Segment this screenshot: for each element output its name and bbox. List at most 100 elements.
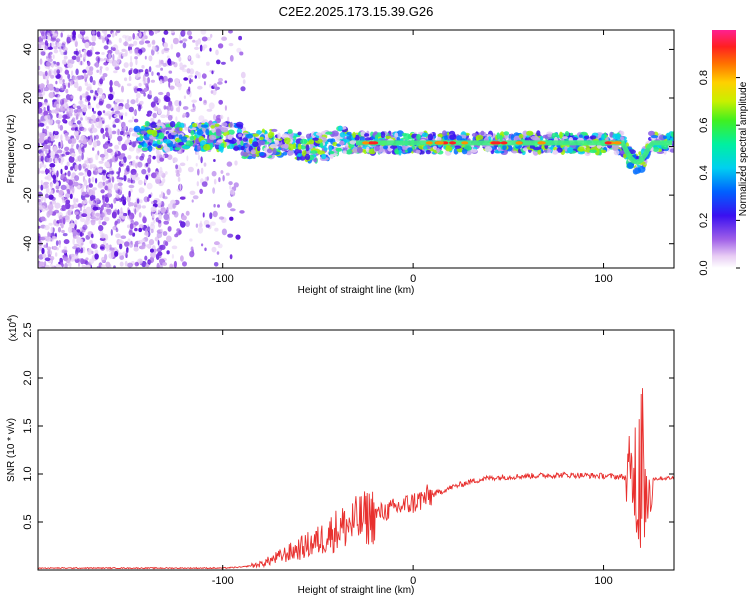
noise-dot bbox=[59, 124, 64, 131]
noise-dot bbox=[48, 54, 52, 60]
band-cell bbox=[152, 143, 160, 147]
noise-dot bbox=[55, 107, 60, 112]
noise-dot bbox=[111, 211, 117, 219]
noise-dot bbox=[95, 117, 100, 122]
band-cell bbox=[652, 146, 660, 152]
band-cell bbox=[394, 132, 399, 138]
noise-dot bbox=[67, 170, 71, 177]
noise-dot bbox=[85, 260, 89, 266]
band-cell bbox=[179, 127, 183, 131]
noise-dot bbox=[239, 210, 245, 214]
band-cell bbox=[536, 130, 541, 137]
noise-dot bbox=[171, 210, 177, 215]
noise-dot bbox=[104, 185, 109, 191]
noise-dot bbox=[68, 179, 73, 186]
noise-dot bbox=[220, 170, 224, 174]
noise-dot bbox=[55, 252, 58, 257]
band-cell bbox=[454, 145, 461, 149]
noise-dot bbox=[210, 90, 214, 94]
noise-dot bbox=[138, 239, 143, 245]
noise-dot bbox=[137, 161, 143, 168]
noise-dot bbox=[152, 213, 155, 219]
noise-dot bbox=[107, 188, 112, 195]
noise-dot bbox=[77, 155, 82, 162]
noise-dot bbox=[176, 169, 180, 175]
noise-dot bbox=[164, 96, 171, 102]
noise-dot bbox=[131, 173, 136, 181]
band-cell bbox=[552, 150, 559, 155]
noise-dot bbox=[159, 79, 163, 85]
noise-dot bbox=[58, 192, 63, 198]
noise-dot bbox=[119, 99, 125, 103]
band-cell bbox=[259, 152, 265, 156]
noise-dot bbox=[100, 205, 104, 211]
noise-dot bbox=[64, 165, 68, 170]
noise-dot bbox=[156, 175, 161, 180]
noise-dot bbox=[118, 213, 121, 219]
noise-dot bbox=[217, 204, 220, 208]
noise-dot bbox=[114, 251, 119, 257]
noise-dot bbox=[188, 35, 193, 40]
noise-dot bbox=[83, 49, 87, 53]
band-cell bbox=[323, 147, 328, 151]
noise-dot bbox=[81, 153, 84, 160]
band-cell bbox=[374, 145, 380, 151]
noise-dot bbox=[41, 147, 44, 152]
noise-dot bbox=[75, 68, 79, 76]
noise-dot bbox=[224, 105, 227, 111]
noise-dot bbox=[144, 231, 149, 236]
noise-dot bbox=[48, 194, 54, 200]
noise-dot bbox=[92, 243, 98, 250]
band-cell bbox=[407, 147, 413, 153]
band-cell bbox=[539, 136, 544, 141]
noise-dot bbox=[139, 245, 146, 250]
band-cell bbox=[415, 149, 421, 154]
noise-dot bbox=[44, 31, 48, 37]
noise-dot bbox=[129, 228, 133, 233]
noise-dot bbox=[118, 240, 125, 245]
band-cell bbox=[185, 140, 194, 147]
noise-dot bbox=[222, 175, 225, 182]
noise-dot bbox=[40, 179, 43, 185]
noise-dot bbox=[89, 89, 94, 94]
noise-dot bbox=[104, 152, 109, 160]
noise-dot bbox=[162, 75, 168, 82]
noise-dot bbox=[228, 181, 233, 186]
band-cell bbox=[259, 136, 264, 141]
noise-dot bbox=[138, 227, 143, 233]
noise-dot bbox=[147, 77, 150, 84]
noise-dot bbox=[229, 185, 232, 190]
spectrogram-y-label: Frequency (Hz) bbox=[6, 115, 17, 184]
noise-dot bbox=[77, 185, 81, 189]
noise-dot bbox=[164, 241, 169, 247]
noise-dot bbox=[90, 197, 93, 202]
noise-dot bbox=[203, 81, 206, 86]
band-cell bbox=[224, 139, 232, 143]
noise-dot bbox=[109, 86, 113, 93]
noise-dot bbox=[72, 229, 78, 237]
band-cell bbox=[288, 143, 295, 151]
band-cell bbox=[305, 133, 312, 139]
noise-dot bbox=[52, 33, 58, 37]
band-cell bbox=[271, 128, 278, 132]
noise-dot bbox=[95, 198, 100, 203]
noise-dot bbox=[118, 105, 124, 110]
noise-dot bbox=[87, 164, 89, 169]
noise-dot bbox=[81, 264, 86, 268]
noise-dot bbox=[134, 261, 139, 267]
noise-dot bbox=[96, 92, 99, 96]
noise-dot bbox=[133, 201, 138, 208]
band-cell bbox=[328, 145, 332, 153]
noise-dot bbox=[107, 41, 113, 45]
noise-dot bbox=[88, 189, 94, 196]
noise-dot bbox=[129, 223, 134, 230]
noise-dot bbox=[157, 209, 161, 214]
noise-dot bbox=[120, 114, 123, 120]
band-cell bbox=[203, 144, 211, 151]
noise-dot bbox=[108, 170, 114, 175]
noise-dot bbox=[124, 260, 128, 267]
noise-dot bbox=[148, 239, 155, 246]
noise-dot bbox=[61, 249, 68, 254]
noise-dot bbox=[206, 61, 210, 66]
band-cell bbox=[324, 141, 329, 145]
